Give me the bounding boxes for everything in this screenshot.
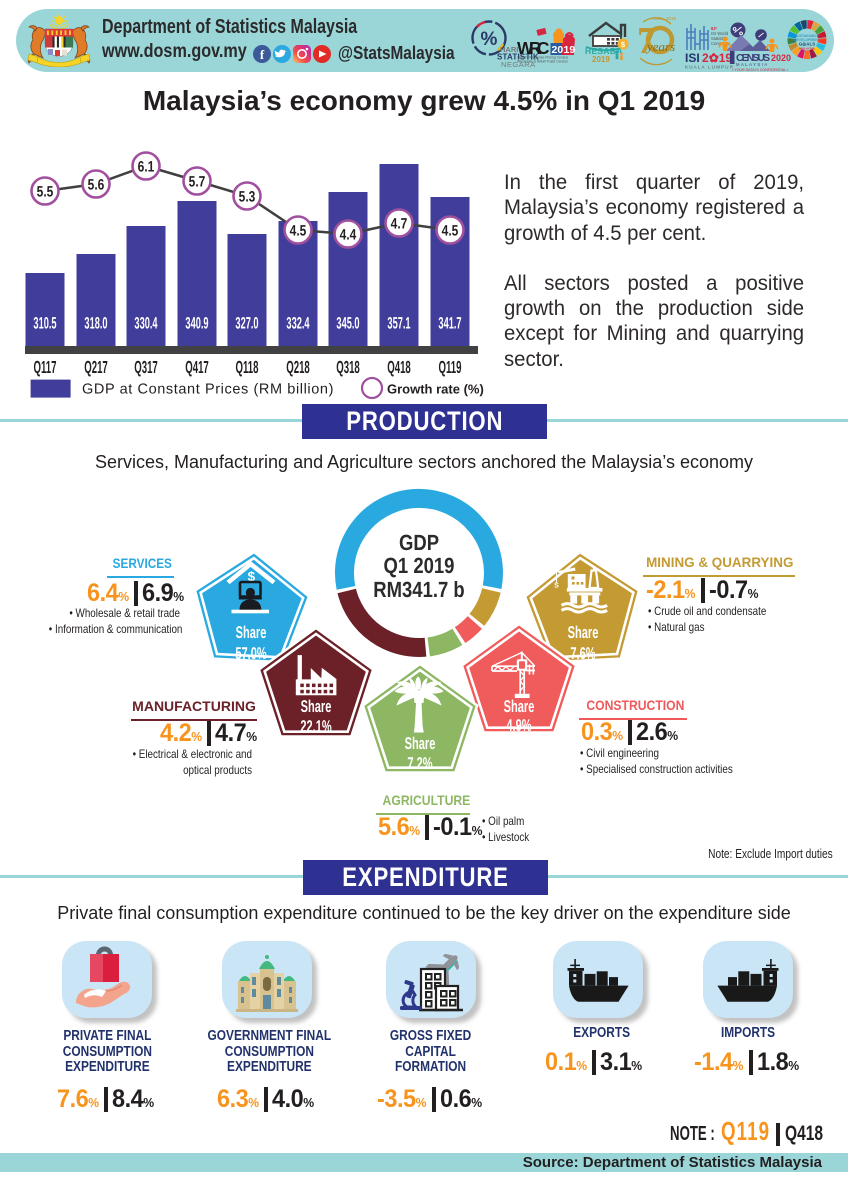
svg-text:CENSUS: CENSUS <box>736 52 770 64</box>
svg-text:5.5: 5.5 <box>37 183 54 200</box>
svg-text:DEVELOPMENT: DEVELOPMENT <box>794 38 821 42</box>
svg-text:Share: Share <box>236 623 267 642</box>
svg-text:Share: Share <box>301 697 332 716</box>
svg-text:4.4: 4.4 <box>340 226 357 243</box>
svg-text:NEGARA: NEGARA <box>501 60 536 69</box>
svg-text:MALAYSIA: MALAYSIA <box>799 47 814 51</box>
svg-text:years: years <box>645 39 675 54</box>
svg-text:4.9%: 4.9% <box>506 716 531 735</box>
svg-text:$: $ <box>621 40 626 49</box>
svg-text:Q417: Q417 <box>185 357 209 377</box>
svg-text:G◎ALS: G◎ALS <box>799 42 815 47</box>
svg-text:MALAYSIA: MALAYSIA <box>736 62 769 67</box>
svg-text:340.9: 340.9 <box>185 315 208 333</box>
svg-text:GDP: GDP <box>399 530 439 555</box>
svg-text:7.6%: 7.6% <box>570 644 595 663</box>
svg-text:$: $ <box>248 569 256 584</box>
svg-text:SUSTAINABLE: SUSTAINABLE <box>795 34 820 38</box>
svg-text:5.3: 5.3 <box>239 188 256 205</box>
svg-text:Q418: Q418 <box>387 357 411 377</box>
svg-text:19: 19 <box>564 44 576 56</box>
svg-text:GDP at Constant Prices (RM bil: GDP at Constant Prices (RM billion) <box>82 382 334 398</box>
svg-text:4.7: 4.7 <box>391 215 408 232</box>
svg-text:332.4: 332.4 <box>286 315 310 333</box>
svg-text:5.7: 5.7 <box>189 173 206 190</box>
svg-text:5.6: 5.6 <box>88 176 105 193</box>
svg-text:Share: Share <box>568 623 599 642</box>
svg-text:20: 20 <box>552 44 564 56</box>
svg-text:2020: 2020 <box>771 53 791 63</box>
svg-text:S: S <box>554 583 559 590</box>
svg-text:RM341.7 b: RM341.7 b <box>373 577 464 602</box>
svg-text:62º: 62º <box>711 26 718 31</box>
svg-text:310.5: 310.5 <box>33 315 56 333</box>
svg-text:330.4: 330.4 <box>134 315 158 333</box>
svg-text:Q1 2019: Q1 2019 <box>384 553 455 578</box>
svg-text:f: f <box>260 47 265 62</box>
svg-text:Wholesale & Retail Trade Censu: Wholesale & Retail Trade Census <box>517 60 568 64</box>
svg-text:6.1: 6.1 <box>138 158 155 175</box>
svg-text:KUALA LUMPUR: KUALA LUMPUR <box>685 65 734 70</box>
svg-text:2019: 2019 <box>592 55 610 64</box>
svg-text:Share: Share <box>405 734 436 753</box>
svg-text:ISI: ISI <box>685 51 700 65</box>
svg-text:HARI: HARI <box>500 45 518 54</box>
svg-text:%: % <box>481 29 498 50</box>
svg-text:STATISTIK: STATISTIK <box>497 53 539 62</box>
svg-text:ISI World: ISI World <box>711 31 729 36</box>
svg-text:Statistics: Statistics <box>711 36 728 41</box>
svg-text:WRC: WRC <box>517 38 550 58</box>
svg-text:HESABA: HESABA <box>585 46 623 56</box>
svg-text:Share: Share <box>504 697 535 716</box>
svg-text:357.1: 357.1 <box>387 315 410 333</box>
svg-text:Growth rate (%): Growth rate (%) <box>387 382 484 397</box>
svg-text:341.7: 341.7 <box>438 315 461 333</box>
svg-text:345.0: 345.0 <box>336 315 359 333</box>
svg-text:22.1%: 22.1% <box>300 717 331 736</box>
svg-text:318.0: 318.0 <box>84 315 107 333</box>
svg-text:Q218: Q218 <box>286 357 310 377</box>
svg-text:Q317: Q317 <box>134 357 158 377</box>
svg-text:Q318: Q318 <box>336 357 360 377</box>
svg-text:57.0%: 57.0% <box>235 644 266 663</box>
svg-text:• YOUR DATA IS CONFIDENTIAL •: • YOUR DATA IS CONFIDENTIAL • <box>732 68 789 72</box>
svg-text:1949 - 2019: 1949 - 2019 <box>652 16 677 21</box>
svg-text:4.5: 4.5 <box>442 222 459 239</box>
svg-text:World's Response Pricing Censu: World's Response Pricing Census <box>517 56 568 60</box>
svg-text:7.2%: 7.2% <box>407 754 432 773</box>
svg-text:Q217: Q217 <box>84 357 108 377</box>
svg-text:327.0: 327.0 <box>235 315 258 333</box>
svg-text:4.5: 4.5 <box>290 222 307 239</box>
svg-text:2✿19: 2✿19 <box>702 51 732 65</box>
svg-text:Q118: Q118 <box>235 357 258 377</box>
svg-text:Congress: Congress <box>711 41 729 46</box>
svg-text:Q117: Q117 <box>33 357 56 377</box>
svg-text:Q119: Q119 <box>438 357 461 377</box>
